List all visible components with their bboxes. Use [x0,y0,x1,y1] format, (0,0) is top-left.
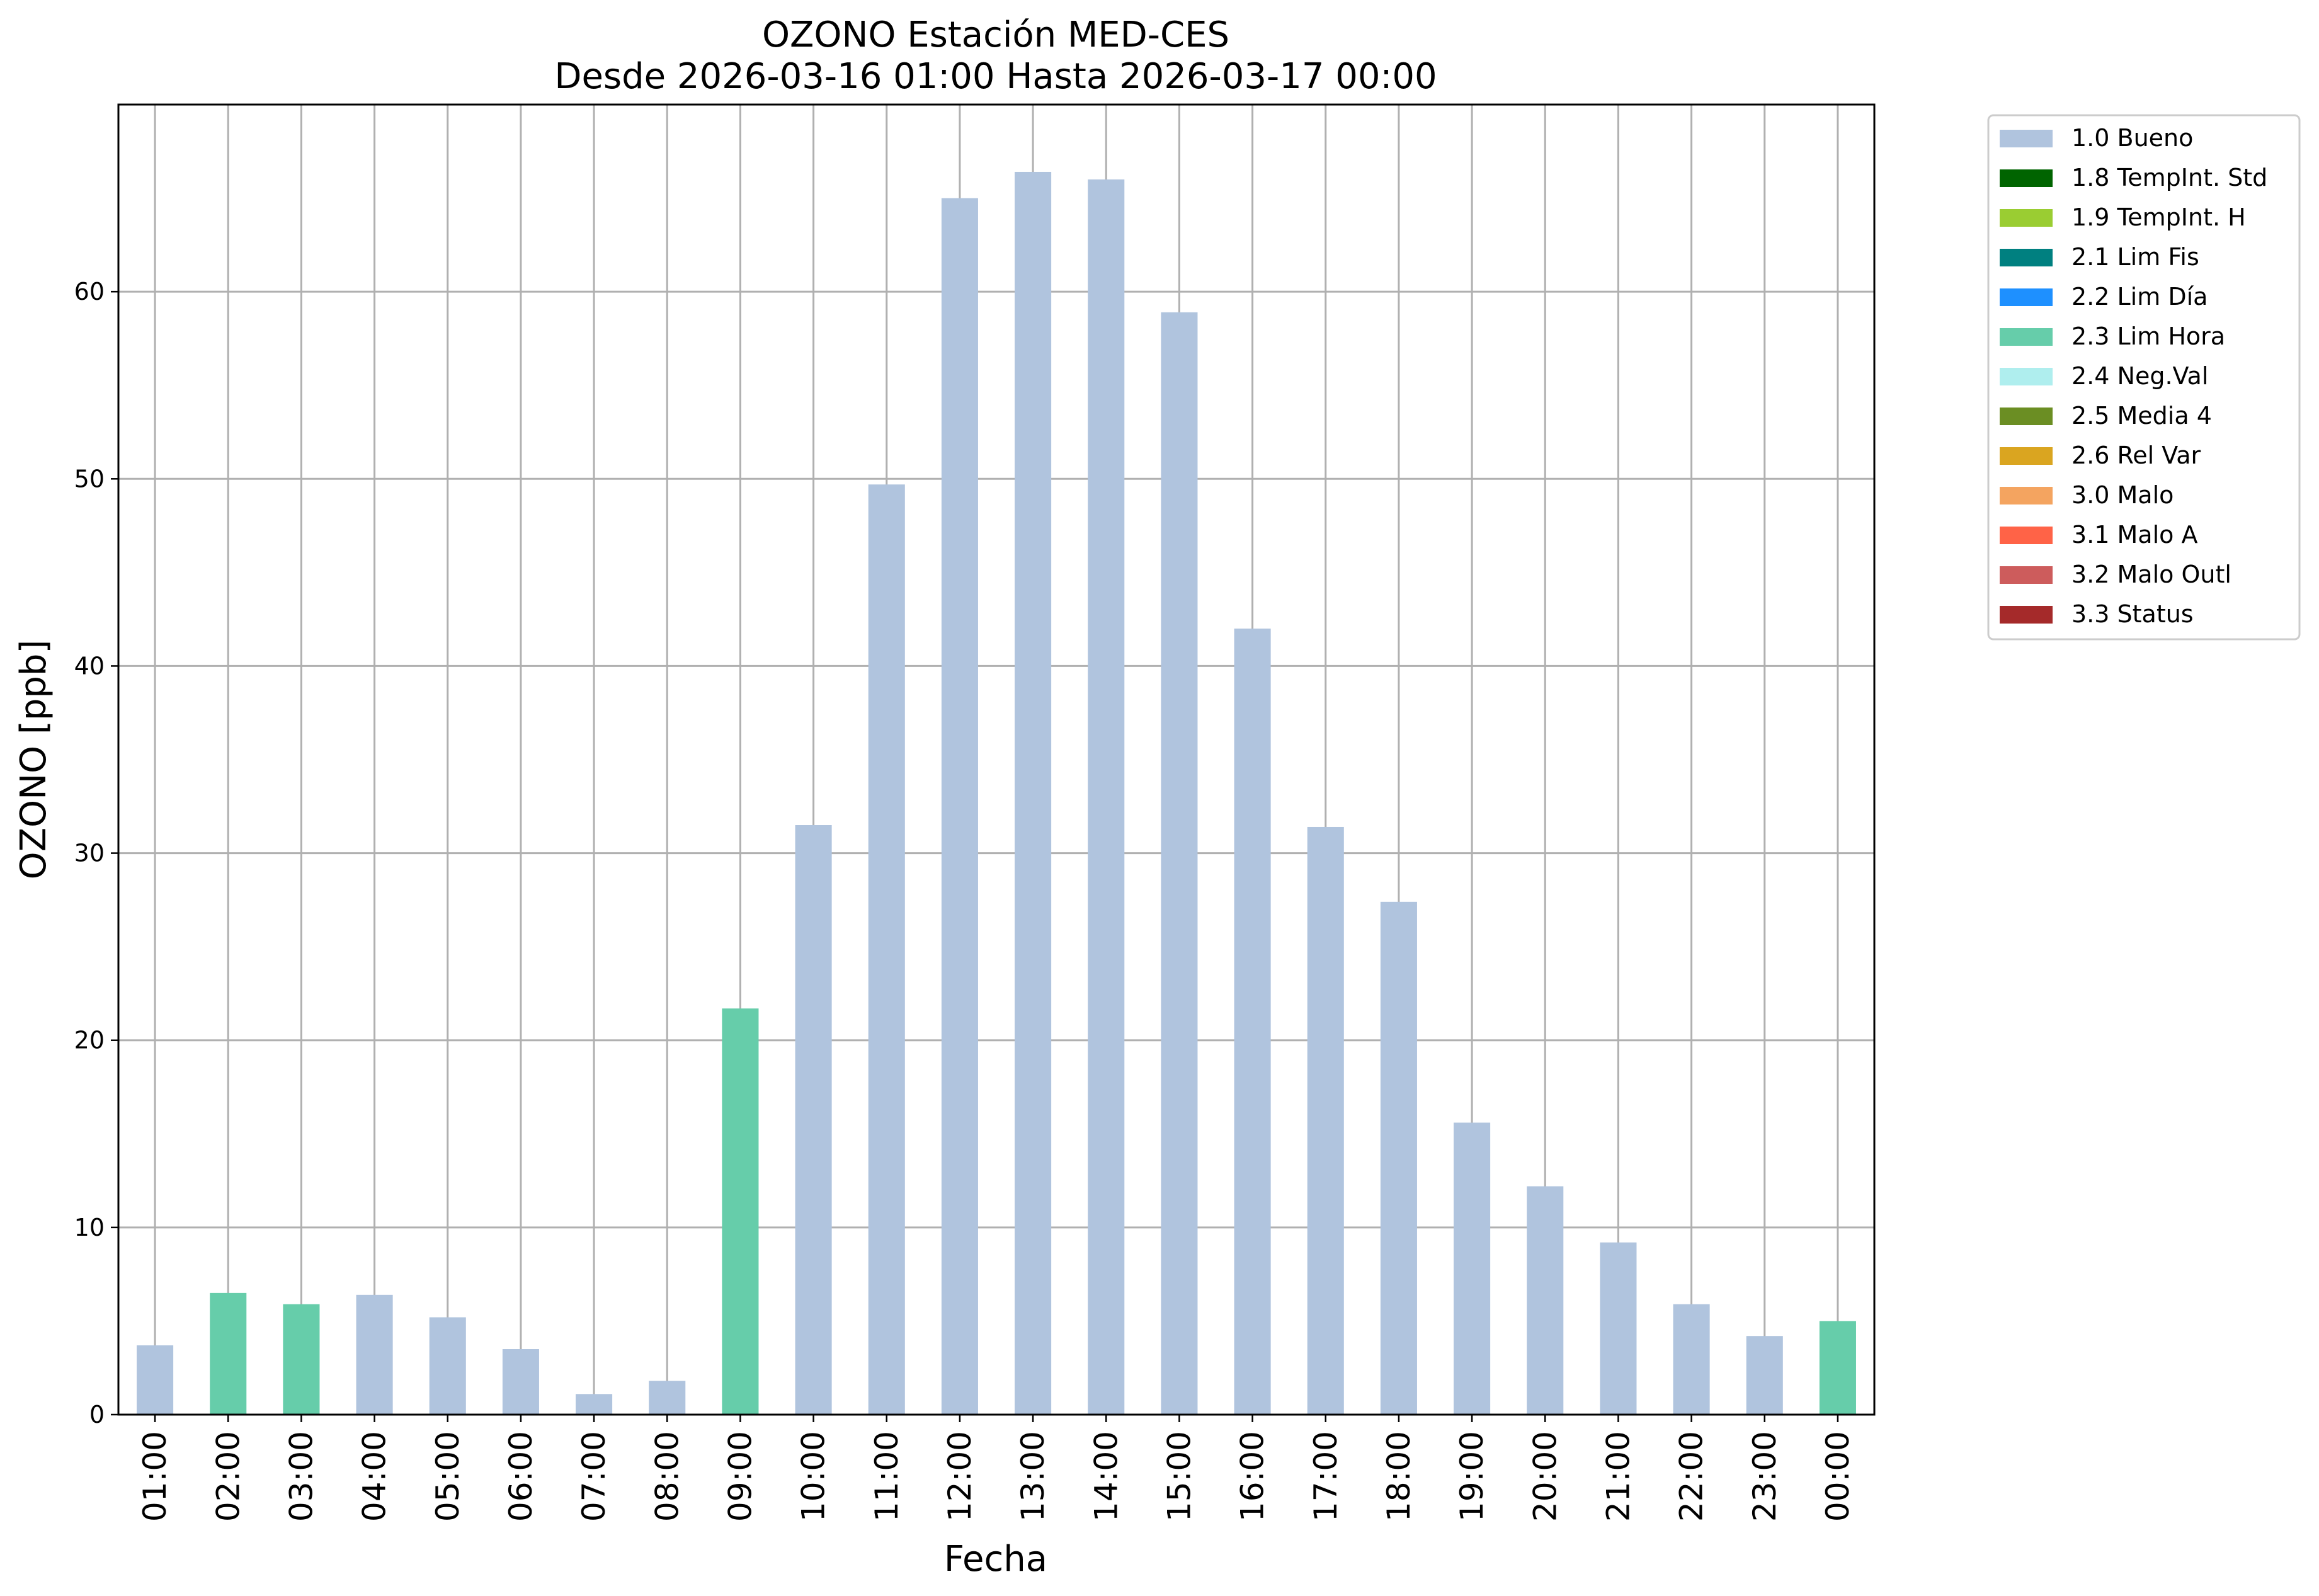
legend-label: 3.2 Malo Outl [2071,561,2231,588]
x-tick-label: 02:00 [210,1431,246,1522]
x-tick-label: 07:00 [576,1431,612,1522]
bar-0200 [210,1292,247,1415]
x-tick-label: 14:00 [1088,1431,1124,1522]
bar-1700 [1307,826,1344,1415]
legend-label: 1.0 Bueno [2071,124,2193,152]
x-tick-label: 17:00 [1308,1431,1344,1522]
chart-subtitle: Desde 2026-03-16 01:00 Hasta 2026-03-17 … [554,56,1437,97]
bar-2300 [1746,1336,1783,1415]
legend-swatch [2000,408,2053,425]
legend-label: 1.9 TempInt. H [2071,203,2246,231]
x-tick-label: 05:00 [430,1431,466,1522]
bar-1200 [941,198,978,1415]
x-tick-label: 11:00 [869,1431,905,1522]
legend-swatch [2000,249,2053,266]
legend-label: 1.8 TempInt. Std [2071,164,2267,191]
x-tick-label: 08:00 [649,1431,685,1522]
legend-swatch [2000,487,2053,504]
plot-frame [117,103,1876,1416]
legend-label: 3.0 Malo [2071,481,2174,509]
y-tick-label: 20 [74,1027,105,1054]
y-tick-label: 50 [74,465,105,493]
bar-0300 [283,1304,320,1415]
legend-swatch [2000,447,2053,465]
legend-swatch [2000,368,2053,385]
y-axis-ticks: 0 10 20 30 40 50 60 [74,278,118,1428]
y-tick-label: 30 [74,840,105,867]
x-tick-label: 15:00 [1161,1431,1197,1522]
y-tick-label: 0 [89,1401,105,1428]
legend-swatch [2000,566,2053,584]
bar-0400 [356,1294,393,1415]
x-tick-label: 09:00 [722,1431,758,1522]
bar-1000 [795,825,832,1415]
x-axis-label: Fecha [944,1539,1047,1580]
legend-swatch [2000,606,2053,624]
bar-2100 [1600,1242,1637,1415]
y-axis-label: OZONO [ppb] [13,640,54,880]
y-tick-label: 10 [74,1214,105,1241]
legend-label: 2.2 Lim Día [2071,283,2208,311]
y-tick-label: 60 [74,278,105,305]
x-tick-label: 21:00 [1600,1431,1636,1522]
x-tick-label: 13:00 [1015,1431,1051,1522]
x-tick-label: 10:00 [795,1431,832,1522]
legend-swatch [2000,130,2053,147]
x-tick-label: 03:00 [283,1431,319,1522]
bar-0800 [649,1381,686,1415]
bar-1600 [1234,629,1271,1415]
legend-label: 3.1 Malo A [2071,521,2197,549]
bar-0500 [429,1317,466,1415]
legend-label: 2.1 Lim Fis [2071,243,2199,271]
bar-1500 [1161,312,1198,1415]
x-axis-ticks: 01:00 02:00 03:00 04:00 05:00 06:00 07:00 08:00… [137,1415,1856,1522]
bars [137,171,1856,1415]
legend-swatch [2000,169,2053,187]
bar-0000 [1819,1321,1856,1415]
legend-swatch [2000,328,2053,346]
legend-label: 2.6 Rel Var [2071,442,2201,469]
chart-title: OZONO Estación MED-CES [762,14,1229,55]
x-tick-label: 01:00 [137,1431,173,1522]
bar-1800 [1380,901,1417,1415]
bar-1300 [1015,171,1052,1415]
legend: 1.0 Bueno 1.8 TempInt. Std 1.9 TempInt. H 2… [1987,114,2301,641]
bar-0600 [502,1349,539,1415]
x-tick-label: 18:00 [1381,1431,1417,1522]
legend-label: 3.3 Status [2071,600,2194,628]
bar-0700 [576,1394,613,1415]
legend-frame [1987,114,2301,641]
legend-swatch [2000,527,2053,544]
x-tick-label: 20:00 [1527,1431,1563,1522]
x-tick-label: 19:00 [1454,1431,1490,1522]
x-tick-label: 23:00 [1746,1431,1783,1522]
x-tick-label: 04:00 [356,1431,393,1522]
legend-label: 2.3 Lim Hora [2071,322,2225,350]
bar-1400 [1088,179,1125,1415]
x-tick-label: 22:00 [1673,1431,1710,1522]
x-tick-label: 12:00 [942,1431,978,1522]
bar-0100 [137,1345,174,1415]
bar-1100 [868,484,905,1415]
legend-label: 2.5 Media 4 [2071,402,2212,430]
x-tick-label: 06:00 [503,1431,539,1522]
x-tick-label: 16:00 [1234,1431,1271,1522]
x-tick-label: 00:00 [1820,1431,1856,1522]
y-tick-label: 40 [74,652,105,680]
bar-2200 [1673,1304,1710,1415]
legend-label: 2.4 Neg.Val [2071,362,2208,390]
legend-swatch [2000,288,2053,306]
bar-0900 [722,1008,759,1415]
bar-2000 [1527,1186,1564,1415]
legend-swatch [2000,209,2053,227]
bar-1900 [1454,1122,1491,1415]
